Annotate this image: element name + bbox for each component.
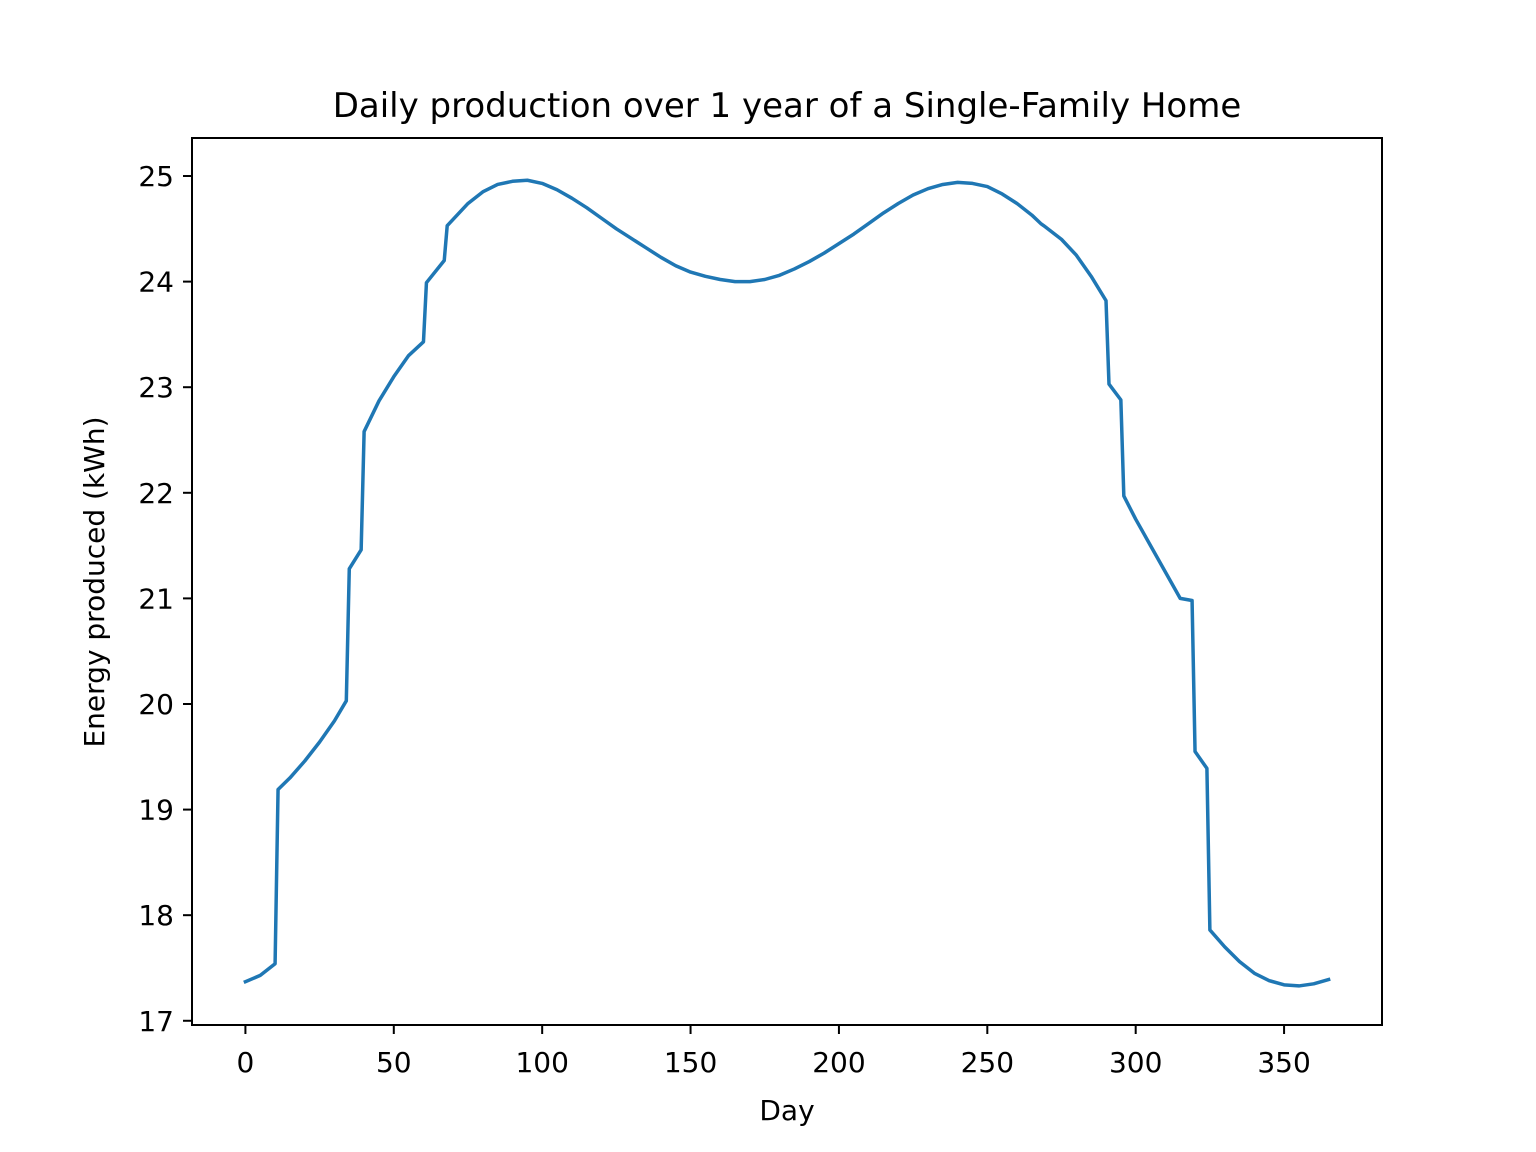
y-axis-ticks: 17 18 19 20 21 22 23 24 25 [138,160,192,1038]
x-tick-label: 300 [1109,1046,1162,1079]
x-tick-label: 0 [237,1046,255,1079]
x-tick-label: 200 [812,1046,865,1079]
series-line [243,178,1331,988]
y-tick-label: 18 [138,899,174,932]
x-tick-label: 350 [1257,1046,1310,1079]
y-tick-label: 23 [138,371,174,404]
x-axis-ticks: 0 50 100 150 200 250 300 350 [237,1025,1311,1079]
y-axis-label: Energy produced (kWh) [78,416,111,747]
plot-frame [191,137,1383,1026]
y-tick-label: 21 [138,582,174,615]
x-tick-label: 250 [961,1046,1014,1079]
x-axis-label: Day [759,1094,814,1127]
y-tick-label: 25 [138,160,174,193]
y-tick-label: 20 [138,688,174,721]
x-tick-label: 50 [376,1046,412,1079]
y-tick-label: 24 [138,266,174,299]
x-tick-label: 150 [664,1046,717,1079]
y-tick-label: 19 [138,794,174,827]
chart-title: Daily production over 1 year of a Single… [333,86,1242,126]
y-tick-label: 22 [138,477,174,510]
y-tick-label: 17 [138,1005,174,1038]
x-tick-label: 100 [515,1046,568,1079]
plot-area [243,178,1331,988]
